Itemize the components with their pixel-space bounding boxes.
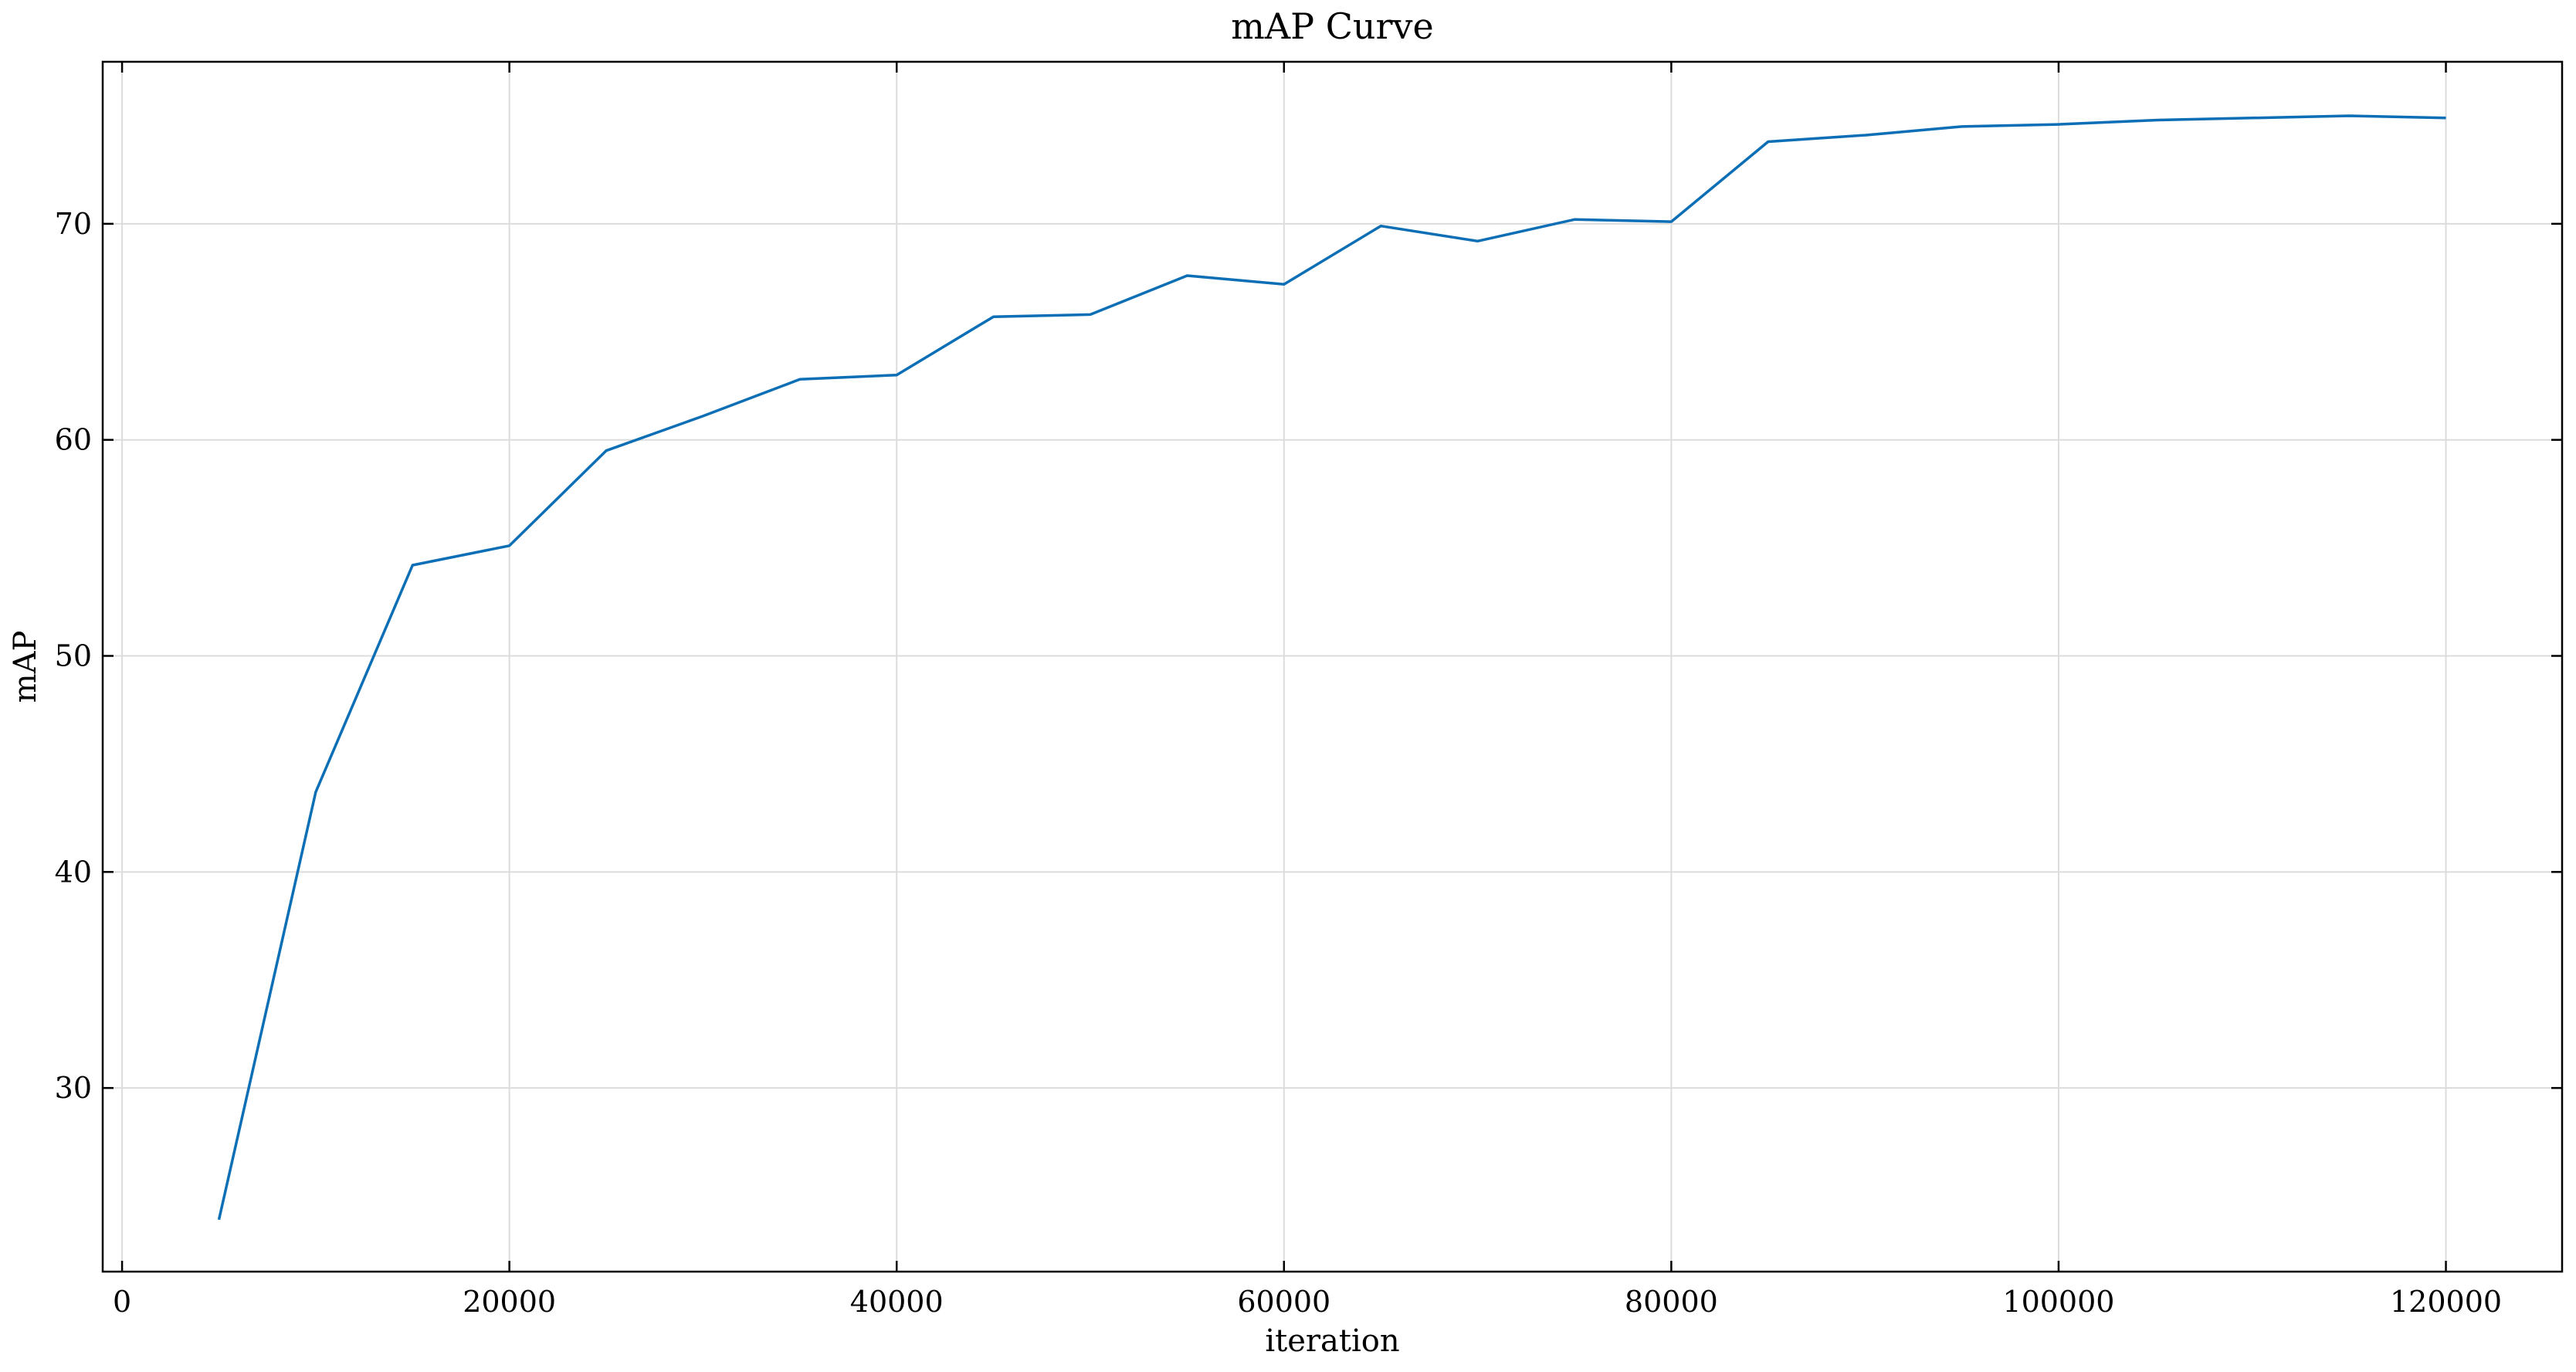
x-tick-label: 120000 bbox=[2390, 1285, 2502, 1319]
series-line bbox=[217, 114, 2446, 1221]
series-layer bbox=[217, 114, 2446, 1221]
chart-title: mAP Curve bbox=[1231, 5, 1433, 47]
y-tick-label: 30 bbox=[55, 1071, 92, 1105]
grid bbox=[103, 62, 2562, 1272]
tick-labels: 0 20000 40000 60000 80000 100000 120000 30 40 50 6… bbox=[55, 207, 2502, 1319]
x-tick-label: 80000 bbox=[1625, 1285, 1718, 1319]
ticks bbox=[103, 62, 2562, 1272]
plot-frame bbox=[101, 60, 2564, 1273]
x-tick-label: 0 bbox=[113, 1285, 131, 1319]
y-tick-label: 70 bbox=[55, 207, 92, 241]
x-tick-label: 20000 bbox=[463, 1285, 556, 1319]
x-tick-label: 100000 bbox=[2002, 1285, 2114, 1319]
x-tick-label: 40000 bbox=[850, 1285, 944, 1319]
y-tick-label: 40 bbox=[55, 855, 92, 889]
y-axis-title: mAP bbox=[8, 631, 43, 703]
y-tick-label: 60 bbox=[55, 423, 92, 457]
y-tick-label: 50 bbox=[55, 639, 92, 673]
x-axis-title: iteration bbox=[1265, 1323, 1399, 1359]
x-tick-label: 60000 bbox=[1237, 1285, 1330, 1319]
